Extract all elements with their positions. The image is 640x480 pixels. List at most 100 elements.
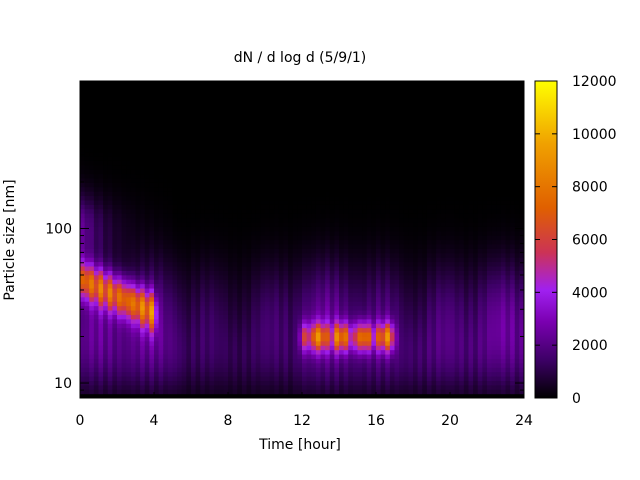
heatmap-cell <box>237 353 243 359</box>
heatmap-cell <box>209 89 215 95</box>
heatmap-cell <box>186 94 192 100</box>
heatmap-cell <box>195 367 201 373</box>
heatmap-cell <box>246 235 252 241</box>
heatmap-cell <box>186 309 192 315</box>
heatmap-cell <box>89 314 95 320</box>
heatmap-cell <box>288 235 294 241</box>
heatmap-cell <box>329 283 335 289</box>
heatmap-cell <box>228 111 234 117</box>
heatmap-cell <box>228 331 234 337</box>
heatmap-cell <box>357 151 363 157</box>
heatmap-cell <box>329 164 335 170</box>
heatmap-cell <box>260 129 266 135</box>
heatmap-cell <box>311 169 317 175</box>
heatmap-cell <box>126 191 132 197</box>
heatmap-cell <box>154 340 160 346</box>
heatmap-cell <box>278 318 285 324</box>
heatmap-cell <box>181 362 187 368</box>
heatmap-cell <box>117 274 123 280</box>
heatmap-cell <box>228 186 234 192</box>
heatmap-cell <box>371 384 377 390</box>
heatmap-cell <box>320 323 326 329</box>
heatmap-cell <box>311 226 317 232</box>
heatmap-cell <box>232 358 238 364</box>
heatmap-cell <box>126 116 132 122</box>
heatmap-cell <box>130 261 137 267</box>
heatmap-cell <box>302 173 308 179</box>
heatmap-cell <box>209 120 215 126</box>
heatmap-cell <box>278 296 285 302</box>
heatmap-cell <box>103 217 109 223</box>
heatmap-cell <box>126 129 132 135</box>
heatmap-cell <box>214 292 220 298</box>
heatmap-cell <box>246 107 252 113</box>
heatmap-cell <box>191 389 197 395</box>
heatmap-cell <box>246 217 252 223</box>
heatmap-cell <box>366 133 372 139</box>
heatmap-cell <box>209 305 215 311</box>
heatmap-cell <box>135 103 141 109</box>
heatmap-cell <box>371 270 377 276</box>
heatmap-cell <box>232 389 238 395</box>
heatmap-cell <box>181 305 187 311</box>
heatmap-cell <box>117 182 123 188</box>
heatmap-cell <box>255 213 261 219</box>
heatmap-cell <box>167 164 174 170</box>
heatmap-cell <box>112 169 118 175</box>
heatmap-cell <box>107 142 113 148</box>
heatmap-cell <box>283 393 289 398</box>
heatmap-cell <box>103 173 109 179</box>
heatmap-cell <box>154 160 160 166</box>
heatmap-cell <box>181 389 187 395</box>
heatmap-cell <box>302 371 308 377</box>
heatmap-cell <box>130 226 137 232</box>
heatmap-cell <box>288 147 294 153</box>
heatmap-cell <box>195 85 201 91</box>
heatmap-cell <box>343 125 349 131</box>
heatmap-cell <box>380 375 386 381</box>
heatmap-cell <box>177 186 183 192</box>
heatmap-cell <box>371 94 377 100</box>
heatmap-cell <box>399 287 405 293</box>
heatmap-cell <box>352 195 359 201</box>
heatmap-cell <box>376 380 382 386</box>
heatmap-cell <box>274 186 280 192</box>
heatmap-cell <box>352 389 359 395</box>
heatmap-cell <box>93 274 100 280</box>
heatmap-cell <box>204 331 211 337</box>
heatmap-cell <box>154 151 160 157</box>
heatmap-cell <box>288 230 294 236</box>
heatmap-cell <box>140 186 146 192</box>
heatmap-cell <box>380 274 386 280</box>
heatmap-cell <box>311 274 317 280</box>
heatmap-cell <box>389 265 396 271</box>
heatmap-cell <box>283 133 289 139</box>
heatmap-cell <box>200 98 206 104</box>
heatmap-cell <box>214 129 220 135</box>
heatmap-cell <box>288 336 294 342</box>
heatmap-cell <box>186 213 192 219</box>
heatmap-cell <box>320 283 326 289</box>
heatmap-cell <box>214 340 220 346</box>
heatmap-cell <box>158 85 164 91</box>
heatmap-cell <box>130 199 137 205</box>
heatmap-cell <box>103 235 109 241</box>
heatmap-cell <box>98 89 104 95</box>
heatmap-cell <box>130 367 137 373</box>
heatmap-cell <box>348 305 354 311</box>
heatmap-cell <box>320 138 326 144</box>
heatmap-cell <box>158 301 164 307</box>
heatmap-cell <box>186 345 192 351</box>
heatmap-cell <box>214 257 220 263</box>
heatmap-cell <box>181 345 187 351</box>
heatmap-cell <box>352 257 359 263</box>
heatmap-cell <box>269 252 275 258</box>
heatmap-cell <box>223 182 229 188</box>
heatmap-cell <box>144 336 150 342</box>
heatmap-cell <box>237 142 243 148</box>
heatmap-cell <box>228 309 234 315</box>
heatmap-cell <box>103 279 109 285</box>
heatmap-cell <box>362 208 368 214</box>
heatmap-cell <box>320 107 326 113</box>
heatmap-cell <box>117 327 123 333</box>
